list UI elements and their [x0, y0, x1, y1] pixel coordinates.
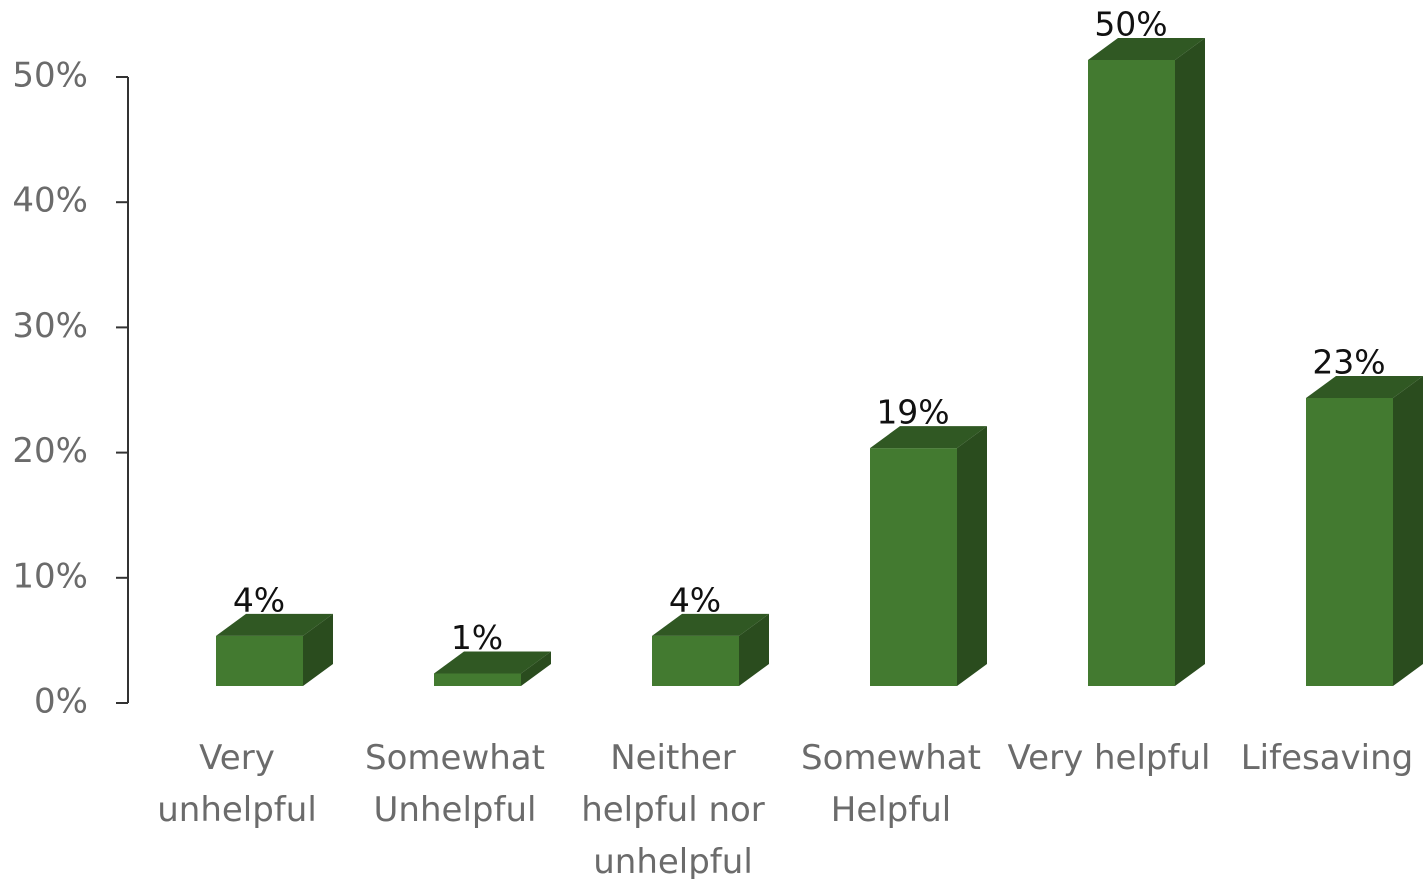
bar	[652, 613, 769, 686]
y-tick-label: 20%	[12, 431, 88, 471]
value-label: 23%	[1312, 343, 1385, 382]
bar-top	[1088, 38, 1205, 60]
y-tick-label: 0%	[34, 682, 88, 722]
value-label: 4%	[233, 580, 285, 619]
bar-side	[303, 613, 333, 686]
bar	[1088, 38, 1205, 686]
bar-top	[870, 426, 987, 449]
x-tick-label: Somewhat Helpful	[801, 738, 981, 830]
value-label: 50%	[1094, 5, 1167, 44]
x-tick-label: Lifesaving	[1240, 738, 1414, 778]
bar-front	[652, 635, 739, 686]
value-label: 19%	[876, 393, 949, 432]
bar-top	[434, 651, 551, 674]
x-tick-label: Somewhat Unhelpful	[365, 738, 545, 830]
x-tick-label: Neither helpful nor unhelpful	[581, 738, 765, 879]
bar	[216, 613, 333, 686]
bar-side	[1393, 376, 1423, 686]
y-tick-label: 10%	[12, 556, 88, 596]
x-tick-label: Very helpful	[1007, 738, 1211, 778]
bar-side	[1175, 38, 1205, 686]
bar-front	[1088, 60, 1175, 686]
bar-front	[870, 448, 957, 686]
bar	[870, 426, 987, 686]
bar-side	[521, 651, 551, 686]
bar-front	[434, 673, 521, 686]
y-tick-label: 50%	[12, 56, 88, 96]
x-tick-label: Very unhelpful	[157, 738, 317, 830]
y-tick-label: 40%	[12, 181, 88, 221]
bar-front	[216, 635, 303, 686]
value-label: 1%	[451, 618, 503, 657]
bar-side	[957, 426, 987, 686]
bar	[1306, 376, 1423, 686]
bar-top	[652, 613, 769, 636]
bar-side	[739, 613, 769, 686]
y-tick-label: 30%	[12, 306, 88, 346]
bar-front	[1306, 398, 1393, 686]
bar-top	[216, 613, 333, 636]
bar-top	[1306, 376, 1423, 399]
value-label: 4%	[669, 580, 721, 619]
bar	[434, 651, 551, 686]
